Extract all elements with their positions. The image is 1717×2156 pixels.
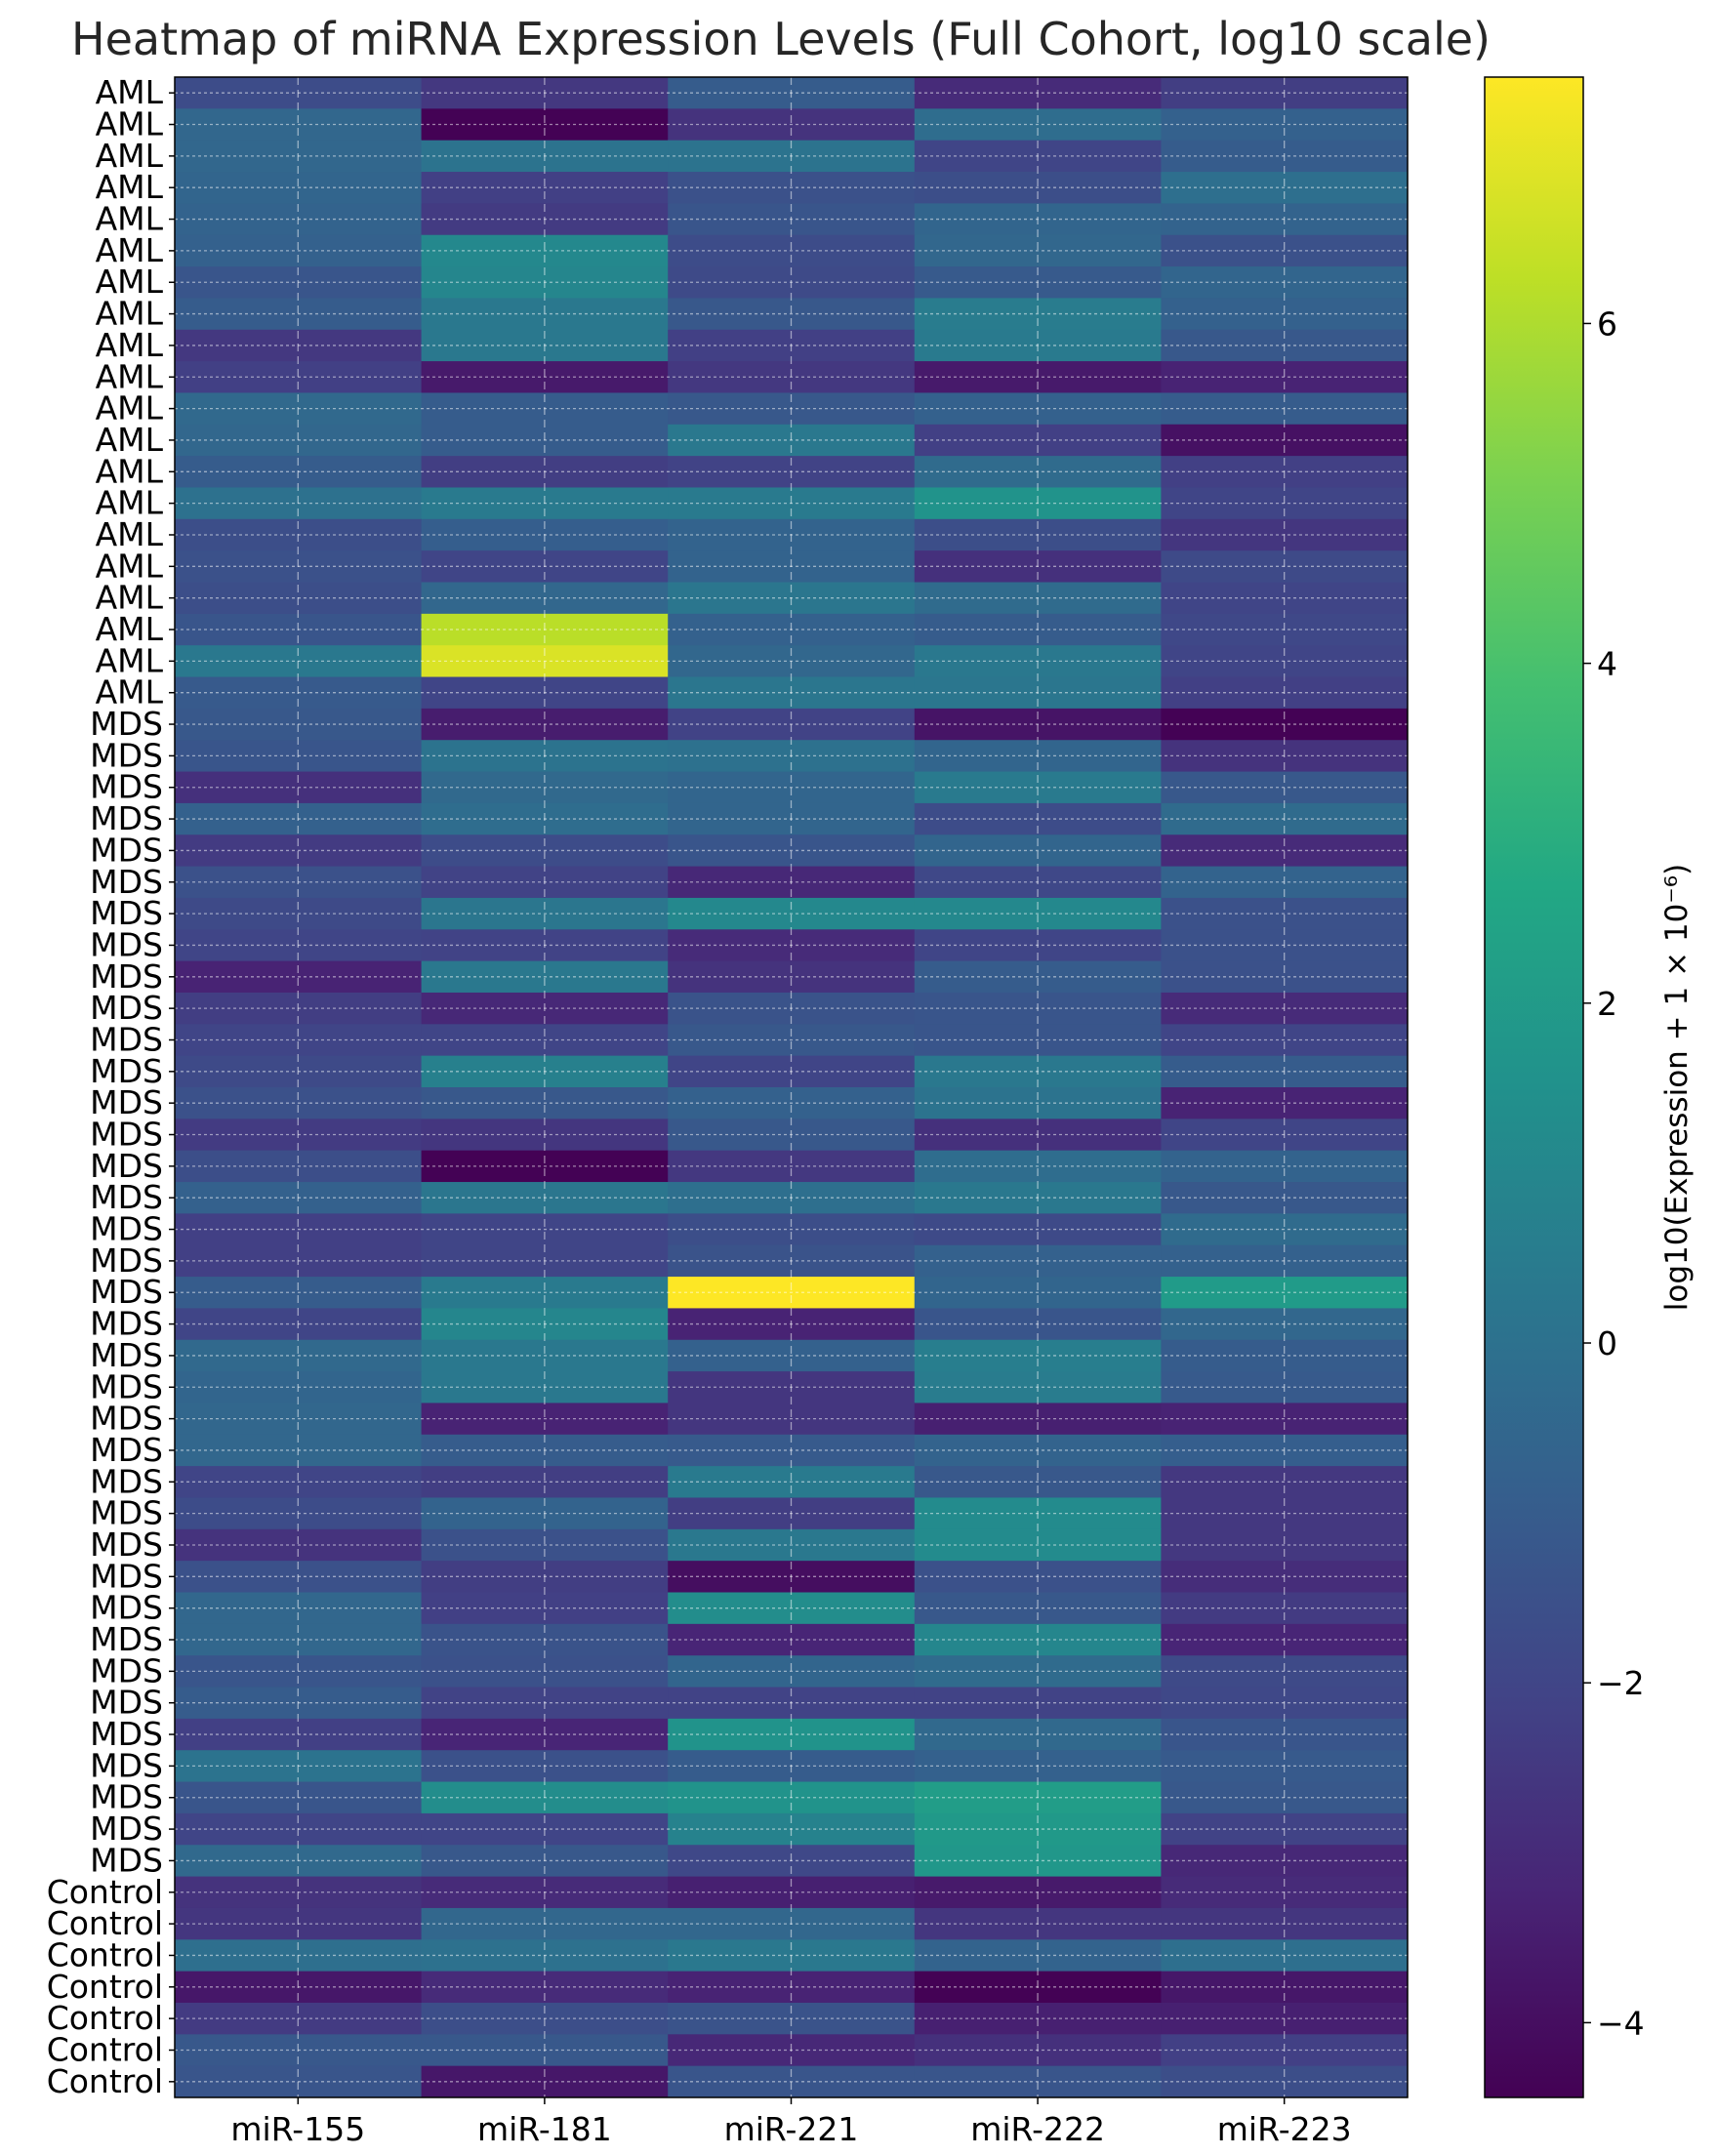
y-tick-label: AML — [96, 673, 164, 712]
y-tick-label: AML — [96, 137, 164, 175]
y-tick-label: AML — [96, 610, 164, 648]
y-tick-label: MDS — [90, 1083, 163, 1121]
x-tick-label: miR-223 — [1217, 2110, 1352, 2148]
y-tick-label: MDS — [90, 1746, 163, 1784]
y-tick-label: MDS — [90, 1305, 163, 1343]
y-tick-label: AML — [96, 105, 164, 143]
x-tick-label: miR-155 — [230, 2110, 365, 2148]
y-tick-label: AML — [96, 200, 164, 238]
y-tick-label: MDS — [90, 1020, 163, 1058]
y-tick-label: AML — [96, 263, 164, 301]
y-tick-label: MDS — [90, 1589, 163, 1627]
y-tick-label: AML — [96, 452, 164, 490]
y-tick-label: MDS — [90, 1367, 163, 1405]
y-tick-label: MDS — [90, 1147, 163, 1185]
y-tick-label: AML — [96, 641, 164, 679]
y-tick-label: MDS — [90, 1052, 163, 1090]
y-tick-label: MDS — [90, 1684, 163, 1722]
x-tick-label: miR-222 — [970, 2110, 1105, 2148]
y-tick-label: MDS — [90, 1210, 163, 1248]
y-tick-label: MDS — [90, 831, 163, 869]
y-tick-label: MDS — [90, 1241, 163, 1280]
y-tick-label: AML — [96, 295, 164, 333]
y-tick-label: AML — [96, 579, 164, 617]
y-tick-label: Control — [47, 1935, 163, 1973]
colorbar-tick-label: 4 — [1597, 645, 1617, 683]
grid-lines — [175, 77, 1408, 2097]
y-tick-labels: AMLAMLAMLAMLAMLAMLAMLAMLAMLAMLAMLAMLAMLA… — [47, 73, 175, 2100]
y-tick-label: MDS — [90, 1557, 163, 1595]
y-tick-label: Control — [47, 2030, 163, 2068]
y-tick-label: AML — [96, 73, 164, 111]
y-tick-label: AML — [96, 326, 164, 364]
colorbar — [1484, 76, 1584, 2098]
y-tick-label: MDS — [90, 1431, 163, 1469]
colorbar-label: log10(Expression + 1 × 10⁻⁶) — [1659, 864, 1695, 1312]
y-tick-label: MDS — [90, 768, 163, 806]
y-tick-label: MDS — [90, 957, 163, 996]
y-tick-label: AML — [96, 357, 164, 395]
y-tick-label: Control — [47, 1968, 163, 2006]
y-tick-label: AML — [96, 231, 164, 269]
y-tick-label: MDS — [90, 1273, 163, 1311]
y-tick-label: MDS — [90, 894, 163, 932]
y-tick-label: MDS — [90, 1178, 163, 1216]
colorbar-ticks: −4 −2 0 2 4 6 — [1583, 305, 1645, 2042]
y-tick-label: MDS — [90, 1715, 163, 1753]
colorbar-tick-label: 6 — [1597, 305, 1617, 343]
y-tick-label: MDS — [90, 1400, 163, 1438]
y-tick-label: MDS — [90, 736, 163, 774]
colorbar-tick-label: −4 — [1597, 2004, 1645, 2042]
y-tick-label: MDS — [90, 989, 163, 1027]
x-tick-label: miR-221 — [724, 2110, 859, 2148]
y-tick-label: AML — [96, 484, 164, 522]
colorbar-tick-label: −2 — [1597, 1664, 1645, 1702]
x-tick-label: miR-181 — [477, 2110, 612, 2148]
y-tick-label: MDS — [90, 1778, 163, 1816]
y-tick-label: MDS — [90, 1620, 163, 1658]
colorbar-tick-label: 0 — [1597, 1324, 1617, 1363]
colorbar-tick-label: 2 — [1597, 985, 1617, 1023]
y-tick-label: MDS — [90, 1336, 163, 1374]
y-tick-label: MDS — [90, 925, 163, 963]
y-tick-label: MDS — [90, 1462, 163, 1500]
y-tick-label: MDS — [90, 1494, 163, 1532]
y-tick-label: Control — [47, 1999, 163, 2037]
y-tick-label: MDS — [90, 1651, 163, 1689]
y-tick-label: Control — [47, 1873, 163, 1911]
y-tick-label: MDS — [90, 799, 163, 837]
y-tick-label: AML — [96, 421, 164, 459]
y-tick-label: MDS — [90, 1841, 163, 1879]
y-tick-label: MDS — [90, 1116, 163, 1154]
y-tick-label: MDS — [90, 863, 163, 901]
x-tick-labels: miR-155 miR-181 miR-221 miR-222 miR-223 — [230, 2097, 1352, 2148]
y-tick-label: AML — [96, 515, 164, 553]
y-tick-label: MDS — [90, 705, 163, 743]
y-tick-label: Control — [47, 1904, 163, 1942]
y-tick-label: MDS — [90, 1810, 163, 1848]
y-tick-label: MDS — [90, 1525, 163, 1564]
y-tick-label: Control — [47, 2062, 163, 2100]
y-tick-label: AML — [96, 547, 164, 585]
chart-title: Heatmap of miRNA Expression Levels (Full… — [71, 13, 1491, 65]
y-tick-label: AML — [96, 389, 164, 427]
y-tick-label: AML — [96, 168, 164, 206]
